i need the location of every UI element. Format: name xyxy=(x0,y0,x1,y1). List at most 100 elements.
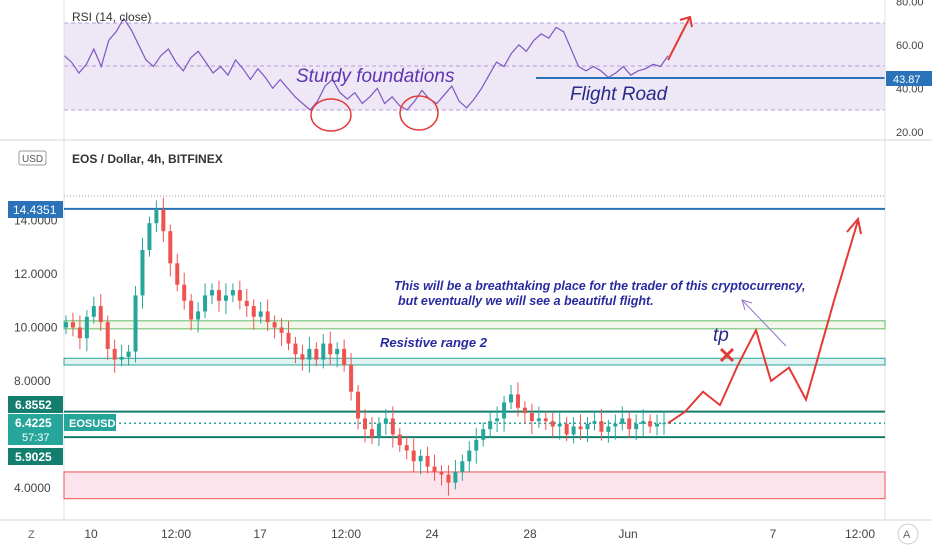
projection-path xyxy=(667,220,859,425)
candle-body xyxy=(571,426,576,435)
note-pointer-line xyxy=(741,299,787,347)
rsi-arrow-head xyxy=(679,15,693,28)
candle-body xyxy=(203,295,208,312)
candle-body xyxy=(404,445,409,451)
candle-body xyxy=(502,402,507,419)
candle-body xyxy=(161,209,166,232)
price-tick-label: 10.0000 xyxy=(14,321,58,335)
lower-level-label: 5.9025 xyxy=(15,450,52,464)
candle-body xyxy=(168,231,173,264)
candle-body xyxy=(439,471,444,475)
candle-body xyxy=(279,327,284,333)
candle-body xyxy=(307,348,312,360)
candle-body xyxy=(641,421,646,424)
candle-body xyxy=(474,439,479,451)
annotation-sturdy-foundations: Sturdy foundations xyxy=(296,66,455,87)
candle-body xyxy=(84,316,89,339)
candle-body xyxy=(237,290,242,301)
candle-body xyxy=(189,300,194,320)
candle-body xyxy=(321,343,326,360)
rsi-tick-label: 20.00 xyxy=(896,127,924,139)
candle-body xyxy=(397,434,402,446)
time-tick-label: 12:00 xyxy=(331,527,361,541)
candle-body xyxy=(383,418,388,424)
candle-body xyxy=(175,263,180,285)
time-tick-label: 24 xyxy=(425,527,439,541)
candle-body xyxy=(363,418,367,430)
time-tick-label: 17 xyxy=(253,527,267,541)
candle-body xyxy=(154,209,159,224)
resistive-range-2 xyxy=(63,357,886,366)
candle-body xyxy=(376,423,381,438)
candle-body xyxy=(418,455,423,462)
symbol-badge xyxy=(64,414,116,431)
projection-arrow-head xyxy=(846,216,862,235)
candle-body xyxy=(627,418,632,430)
symbol-label: EOSUSD xyxy=(69,418,116,430)
candle-body xyxy=(98,306,103,323)
candle-body xyxy=(390,418,395,435)
rsi-tick-label: 60.00 xyxy=(896,40,924,52)
time-tick-label: 10 xyxy=(84,527,98,541)
candle-body xyxy=(369,429,374,438)
note-pointer-head xyxy=(741,299,753,311)
candle-body xyxy=(258,311,263,317)
candle-body xyxy=(314,348,319,360)
candle-body xyxy=(147,223,152,250)
candle-body xyxy=(655,423,660,427)
candle-body xyxy=(515,394,520,408)
candle-body xyxy=(425,455,430,467)
top-level-badge xyxy=(8,201,63,218)
rsi-line xyxy=(63,17,669,111)
annotation-flight-road: Flight Road xyxy=(570,84,669,105)
candle-body xyxy=(265,311,270,323)
current-price-label: 6.4225 xyxy=(15,416,52,430)
candle-body xyxy=(244,300,249,307)
candle-body xyxy=(91,306,96,317)
candle-body xyxy=(620,418,625,424)
candle-body xyxy=(648,421,653,427)
candle-body xyxy=(495,418,500,422)
candle-body xyxy=(453,471,458,483)
candle-body xyxy=(133,295,138,352)
support-zone xyxy=(63,471,886,500)
annotation-note-line-2: but eventually we will see a beautiful f… xyxy=(398,294,654,308)
candle-body xyxy=(599,421,604,432)
current-price-badge xyxy=(8,414,63,445)
symbol-title: EOS / Dollar, 4h, BITFINEX xyxy=(72,152,223,166)
candle-body xyxy=(446,474,451,483)
candle-body xyxy=(182,284,187,301)
auto-scale-button-ring[interactable] xyxy=(897,523,919,545)
zoom-button[interactable]: Z xyxy=(28,529,35,541)
currency-box xyxy=(18,150,47,166)
rsi-tick-label: 80.00 xyxy=(896,0,924,8)
candle-body xyxy=(64,322,68,328)
candle-body xyxy=(557,423,562,427)
tp-label: tp xyxy=(713,325,729,346)
candle-body xyxy=(223,295,228,301)
candle-body xyxy=(328,343,333,355)
candle-body xyxy=(543,418,548,422)
price-tick-label: 12.0000 xyxy=(14,267,58,281)
rsi-band xyxy=(64,23,885,110)
left-price-labels: 14.4351 6.8552 6.4225 57:37 5.9025 EOSUS… xyxy=(8,201,116,465)
upper-level-label: 6.8552 xyxy=(15,398,52,412)
tp-cross-icon xyxy=(719,347,735,363)
rsi-tick-label: 40.00 xyxy=(896,83,924,95)
candle-body xyxy=(356,391,361,419)
annotation-note-line-1: This will be a breathtaking place for th… xyxy=(394,279,805,293)
candle-body xyxy=(119,356,124,360)
time-tick-label: 28 xyxy=(523,527,537,541)
candle-body xyxy=(481,429,486,440)
candle-body xyxy=(522,407,527,414)
candle-body xyxy=(662,423,666,425)
auto-scale-button[interactable]: A xyxy=(903,529,911,541)
candle-body xyxy=(105,322,110,349)
price-tick-label: 4.0000 xyxy=(14,481,51,495)
candle-body xyxy=(140,249,145,296)
currency-label: USD xyxy=(22,154,43,165)
candle-body xyxy=(210,290,215,296)
price-tick-label: 8.0000 xyxy=(14,374,51,388)
time-axis: 10 12:00 17 12:00 24 28 Jun 7 12:00 xyxy=(84,527,875,541)
